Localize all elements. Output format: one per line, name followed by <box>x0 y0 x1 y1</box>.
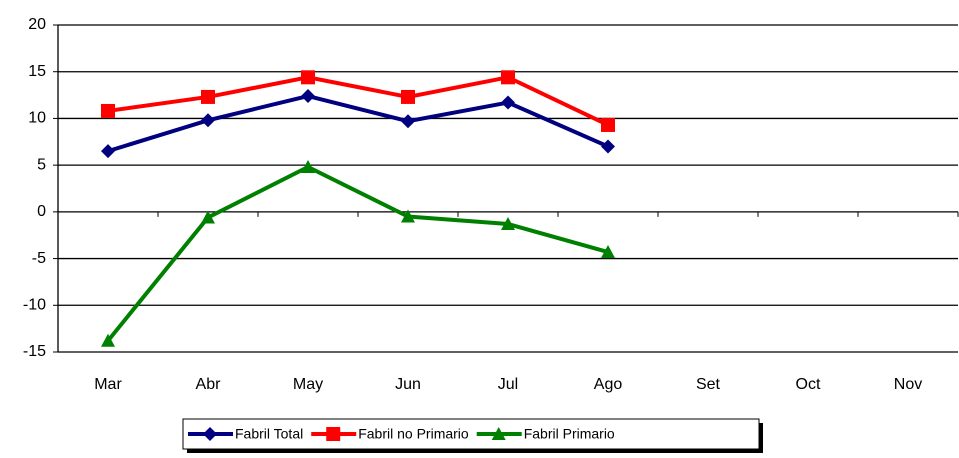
legend-box <box>182 418 760 450</box>
marker <box>203 427 217 441</box>
x-tick-label: Abr <box>196 376 222 393</box>
marker <box>301 160 315 174</box>
marker <box>301 89 315 104</box>
y-tick-label: 10 <box>28 110 46 127</box>
x-tick-label: Ago <box>594 376 623 393</box>
marker <box>601 245 615 259</box>
y-tick-label: -10 <box>23 297 46 314</box>
legend-label: Fabril no Primario <box>358 426 469 442</box>
marker <box>101 333 115 347</box>
marker <box>101 144 115 159</box>
y-tick-label: 20 <box>28 16 46 33</box>
x-tick-label: Jul <box>498 376 518 393</box>
y-tick-label: 15 <box>28 63 46 80</box>
marker <box>501 217 515 231</box>
legend: Fabril Total Fabril no Primario Fabril Pri… <box>182 418 763 453</box>
marker <box>401 89 415 104</box>
legend-label: Fabril Primario <box>524 426 615 442</box>
x-tick-label: Mar <box>94 376 122 393</box>
y-tick-label: 5 <box>37 156 46 173</box>
marker <box>401 114 415 129</box>
y-tick-label: -5 <box>32 250 46 267</box>
y-tick-label: 0 <box>37 203 46 220</box>
x-tick-label: Set <box>696 376 721 393</box>
marker <box>201 210 215 224</box>
x-tick-label: Oct <box>796 376 821 393</box>
x-tick-label: Jun <box>395 376 421 393</box>
marker <box>201 89 215 104</box>
marker <box>491 427 506 440</box>
marker <box>301 70 315 85</box>
marker <box>101 103 115 118</box>
marker <box>501 95 515 110</box>
marker <box>326 427 341 441</box>
x-tick-label: May <box>293 376 323 393</box>
x-tick-label: Nov <box>894 376 922 393</box>
series-line <box>107 75 609 127</box>
legend-label: Fabril Total <box>235 426 303 442</box>
marker <box>401 209 415 223</box>
y-tick-label: -15 <box>23 343 46 360</box>
marker <box>501 70 515 85</box>
marker <box>201 113 215 128</box>
series-line <box>106 164 609 343</box>
series-line <box>107 93 609 154</box>
marker <box>601 139 615 154</box>
marker <box>601 117 615 132</box>
